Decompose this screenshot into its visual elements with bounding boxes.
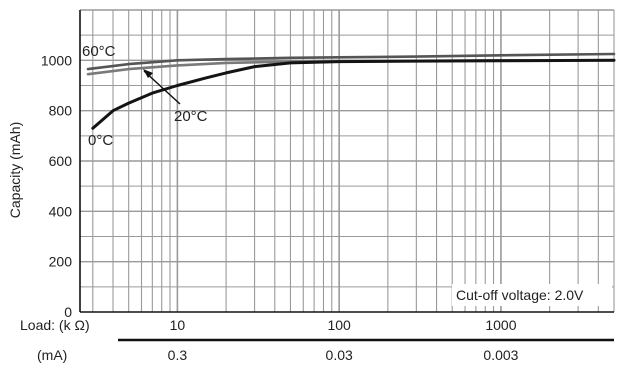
series-line-60c <box>86 52 616 71</box>
x-tick-label: 100 <box>327 317 351 333</box>
y-tick-label: 800 <box>49 103 73 119</box>
secondary-tick-label: 0.003 <box>483 347 518 363</box>
axes <box>79 10 614 342</box>
x-tick-label: 1000 <box>485 317 516 333</box>
secondary-tick-label: 0.3 <box>168 347 188 363</box>
cutoff-voltage-annotation: Cut-off voltage: 2.0V <box>456 287 584 303</box>
y-tick-label: 400 <box>49 203 73 219</box>
secondary-tick-label: 0.03 <box>326 347 353 363</box>
y-tick-label: 1000 <box>41 52 72 68</box>
label-leader-arrow <box>143 69 153 78</box>
series-label-60c: 60°C <box>82 43 116 60</box>
y-tick-label: 600 <box>49 153 73 169</box>
series-label-20c: 20°C <box>174 108 208 125</box>
series-line-0c <box>91 58 616 130</box>
x-tick-label: 10 <box>170 317 186 333</box>
annotation-bg <box>452 284 612 306</box>
y-axis-title: Capacity (mAh) <box>7 122 23 218</box>
secondary-axis-title: (mA) <box>37 347 67 363</box>
x-axis-title: Load: (k Ω) <box>20 317 90 333</box>
label-leader-20c <box>143 70 181 105</box>
y-tick-label: 200 <box>49 254 73 270</box>
y-tick-label: 0 <box>64 304 72 320</box>
data-curves <box>86 52 616 130</box>
series-label-0c: 0°C <box>88 132 113 149</box>
tick-labels: 0 200 400 600 800 1000 10 100 1000 0.3 0.03 0.003 <box>41 52 519 363</box>
